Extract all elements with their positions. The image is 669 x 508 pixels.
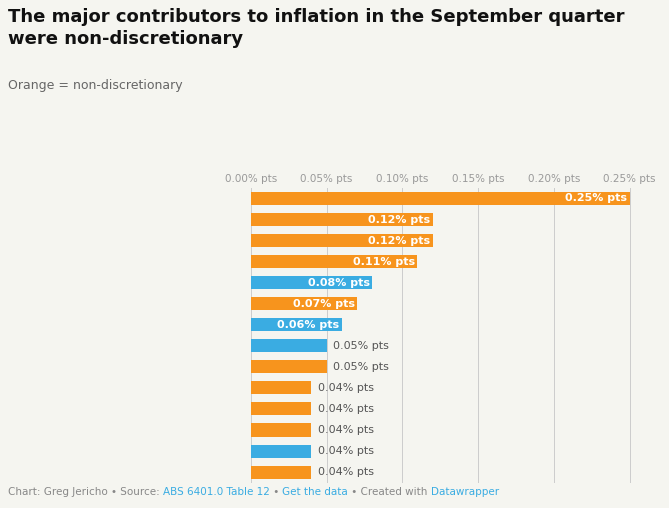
Bar xyxy=(251,360,326,373)
Text: 0.11% pts: 0.11% pts xyxy=(353,257,415,267)
Text: 0.04% pts: 0.04% pts xyxy=(318,383,373,393)
Text: 0.04% pts: 0.04% pts xyxy=(318,425,373,435)
Bar xyxy=(251,402,312,416)
Bar xyxy=(251,192,630,205)
Bar xyxy=(251,234,433,247)
Bar xyxy=(251,444,312,458)
Bar xyxy=(251,276,372,289)
Text: 0.05% pts: 0.05% pts xyxy=(332,362,389,372)
Text: 0.12% pts: 0.12% pts xyxy=(368,214,430,225)
Text: The major contributors to inflation in the September quarter
were non-discretion: The major contributors to inflation in t… xyxy=(8,8,625,48)
Text: 0.04% pts: 0.04% pts xyxy=(318,404,373,414)
Text: 0.25% pts: 0.25% pts xyxy=(565,194,628,204)
Text: • Created with: • Created with xyxy=(348,487,431,497)
Text: 0.07% pts: 0.07% pts xyxy=(292,299,355,309)
Bar xyxy=(251,465,312,479)
Text: Get the data: Get the data xyxy=(282,487,348,497)
Bar xyxy=(251,424,312,436)
Bar xyxy=(251,297,357,310)
Text: 0.05% pts: 0.05% pts xyxy=(332,341,389,351)
Bar xyxy=(251,213,433,226)
Text: ABS 6401.0 Table 12: ABS 6401.0 Table 12 xyxy=(163,487,270,497)
Text: 0.06% pts: 0.06% pts xyxy=(278,320,339,330)
Text: 0.12% pts: 0.12% pts xyxy=(368,236,430,245)
Text: Chart: Greg Jericho • Source:: Chart: Greg Jericho • Source: xyxy=(8,487,163,497)
Bar xyxy=(251,382,312,394)
Text: 0.04% pts: 0.04% pts xyxy=(318,446,373,456)
Text: Orange = non-discretionary: Orange = non-discretionary xyxy=(8,79,183,92)
Text: Datawrapper: Datawrapper xyxy=(431,487,499,497)
Bar xyxy=(251,255,417,268)
Text: 0.04% pts: 0.04% pts xyxy=(318,467,373,477)
Text: •: • xyxy=(270,487,282,497)
Bar xyxy=(251,339,326,353)
Text: 0.08% pts: 0.08% pts xyxy=(308,278,370,288)
Bar xyxy=(251,318,342,331)
